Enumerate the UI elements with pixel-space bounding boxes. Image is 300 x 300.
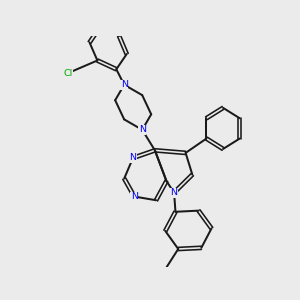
Text: N: N	[121, 80, 128, 89]
Text: Cl: Cl	[63, 69, 72, 78]
Text: N: N	[130, 154, 136, 163]
Text: N: N	[171, 188, 178, 197]
Text: N: N	[139, 125, 146, 134]
Text: N: N	[131, 192, 138, 201]
